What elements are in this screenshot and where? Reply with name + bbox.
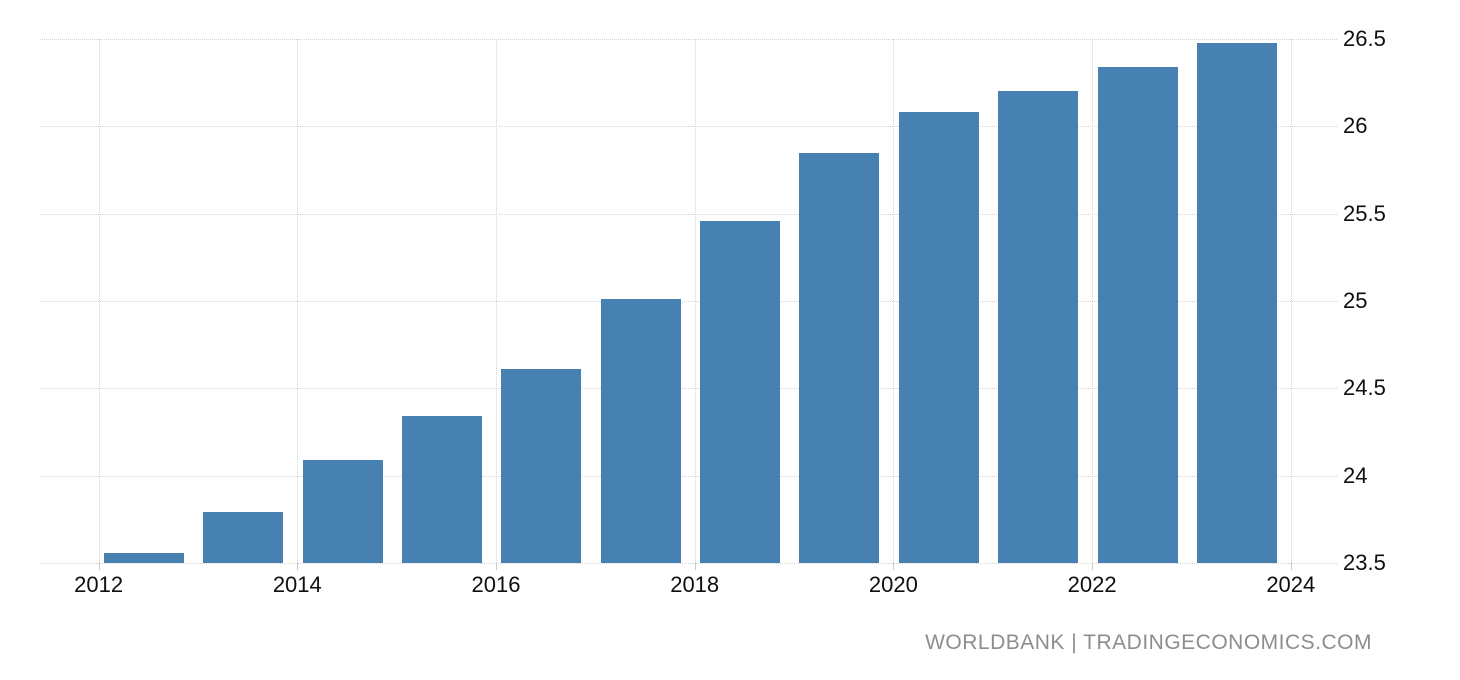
y-axis-label: 26 bbox=[1343, 113, 1368, 139]
gridline-vertical bbox=[496, 39, 497, 563]
bar-2023 bbox=[1196, 42, 1277, 563]
x-axis-tick bbox=[98, 563, 100, 570]
y-axis-label: 26.5 bbox=[1343, 26, 1386, 51]
gridline-horizontal bbox=[40, 213, 1337, 215]
y-axis-label: 24 bbox=[1343, 462, 1368, 488]
bar-2022 bbox=[1097, 66, 1178, 563]
x-axis-label: 2020 bbox=[868, 572, 918, 597]
bar-2012 bbox=[104, 552, 184, 563]
y-axis-label: 24.5 bbox=[1343, 375, 1386, 401]
y-axis-label: 25.5 bbox=[1343, 200, 1386, 226]
bar-2017 bbox=[600, 299, 681, 563]
bar-2020 bbox=[898, 112, 979, 563]
x-axis-label: 2014 bbox=[272, 572, 322, 597]
x-axis-tick bbox=[496, 563, 497, 570]
x-axis-tick bbox=[694, 563, 696, 570]
bar-2018 bbox=[700, 220, 781, 563]
x-axis-label: 2016 bbox=[471, 572, 521, 597]
x-axis-label: 2022 bbox=[1067, 572, 1117, 597]
bar-2015 bbox=[402, 416, 482, 563]
gridline-vertical bbox=[1290, 39, 1292, 563]
gridline-horizontal bbox=[40, 388, 1337, 390]
gridline-vertical bbox=[694, 39, 696, 563]
x-axis-tick bbox=[1290, 563, 1292, 570]
gridline-horizontal bbox=[40, 126, 1337, 128]
gridline-horizontal bbox=[40, 475, 1337, 477]
y-axis-label: 23.5 bbox=[1343, 550, 1386, 575]
gridline-horizontal bbox=[40, 563, 1337, 564]
x-axis-label: 2018 bbox=[670, 572, 720, 597]
gridline-horizontal bbox=[40, 301, 1337, 302]
x-axis-label: 2012 bbox=[74, 572, 124, 597]
gridline-vertical bbox=[1092, 39, 1094, 563]
y-axis-label: 25 bbox=[1343, 288, 1368, 313]
x-axis-tick bbox=[1092, 563, 1094, 570]
gridline-vertical bbox=[98, 39, 100, 563]
gridline-vertical bbox=[297, 39, 299, 563]
watermark-text: WORLDBANK | TRADINGECONOMICS.COM bbox=[925, 631, 1372, 654]
gridline-horizontal bbox=[40, 39, 1337, 40]
bar-2019 bbox=[799, 152, 880, 563]
bar-2013 bbox=[203, 512, 284, 563]
bar-2014 bbox=[302, 459, 383, 563]
bar-2021 bbox=[998, 91, 1079, 563]
x-axis-tick bbox=[297, 563, 299, 570]
gridline-vertical bbox=[893, 39, 895, 563]
x-axis-tick bbox=[893, 563, 895, 570]
x-axis-label: 2024 bbox=[1266, 572, 1316, 597]
bar-2016 bbox=[501, 369, 582, 563]
